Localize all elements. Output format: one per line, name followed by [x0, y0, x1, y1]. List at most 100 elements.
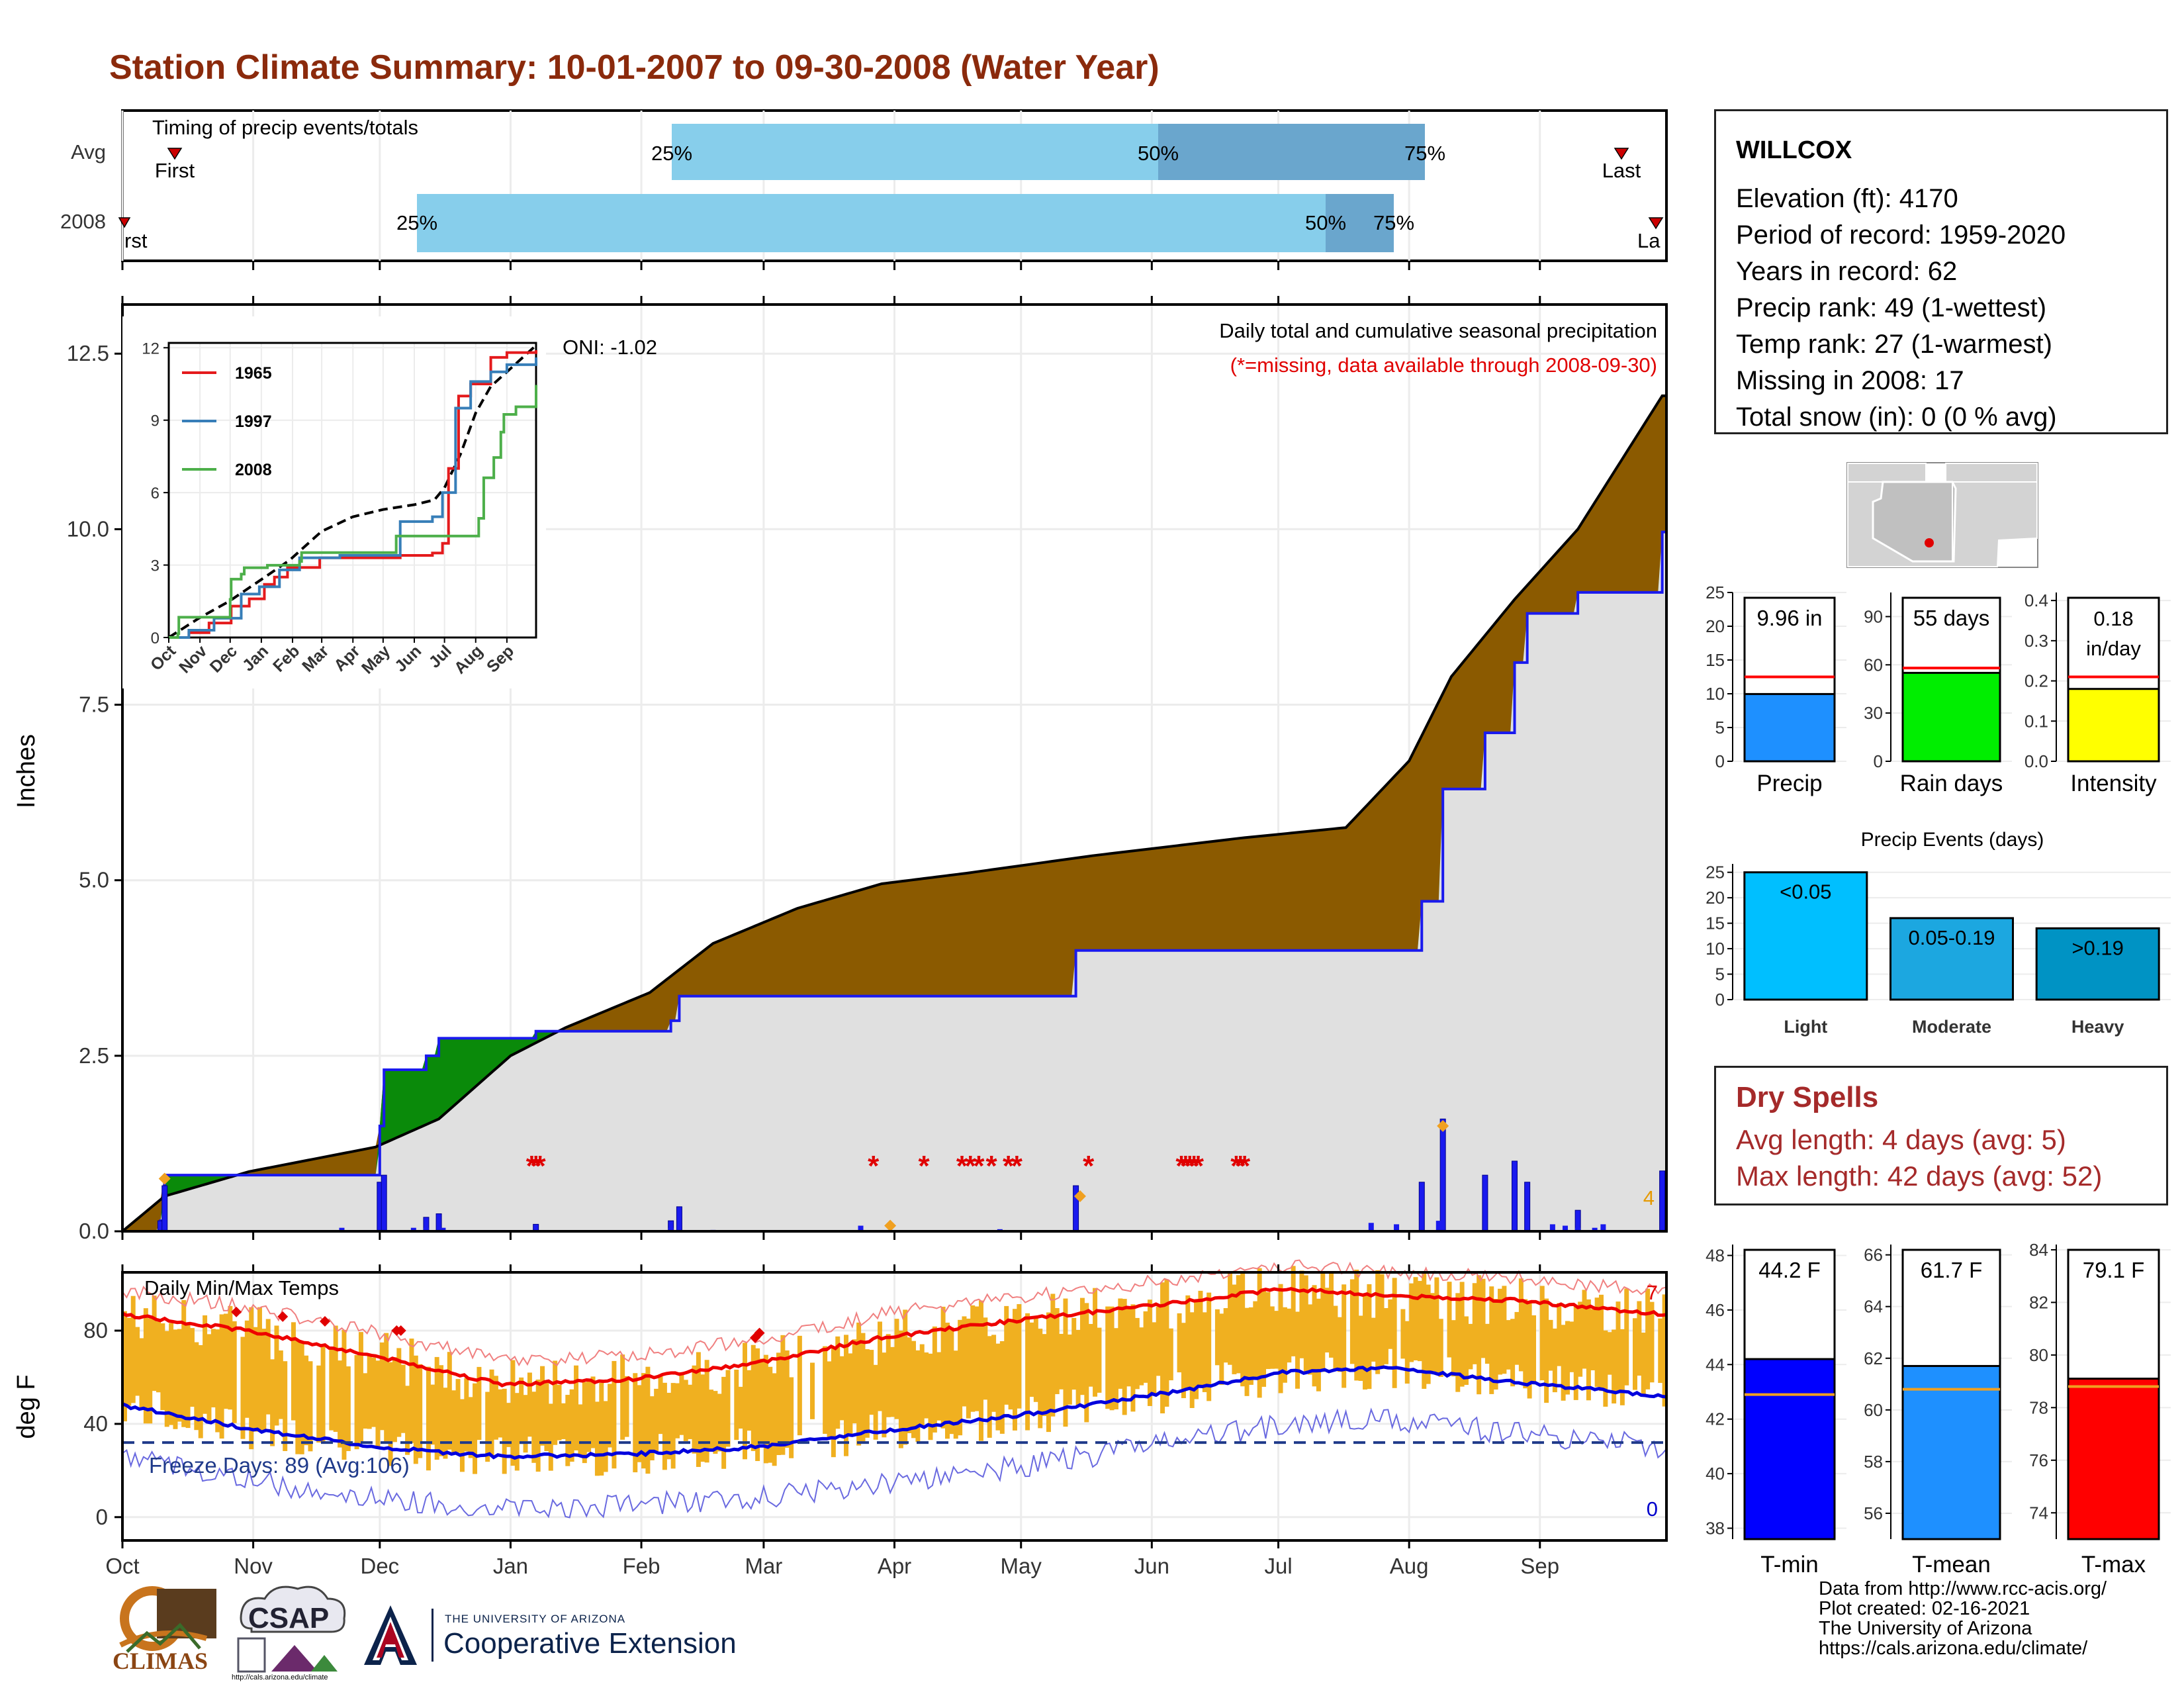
daily-precip-bar [1575, 1227, 1581, 1231]
daily-precip-bar [423, 1227, 429, 1231]
daily-temp-bar [759, 1358, 764, 1443]
daily-temp-bar [338, 1360, 343, 1448]
tmax-bar [2067, 1378, 2160, 1540]
daily-temp-bar [409, 1339, 414, 1443]
daily-temp-bar [586, 1380, 592, 1452]
page-title: Station Climate Summary: 10-01-2007 to 0… [109, 48, 1160, 87]
precip-events-title: Precip Events (days) [1861, 829, 2044, 851]
temp-count-hi: 7 [1647, 1281, 1658, 1304]
daily-temp-bar [1093, 1288, 1098, 1397]
month-label: May [1001, 1554, 1042, 1578]
daily-temp-bar [1291, 1266, 1296, 1356]
daily-temp-bar [1206, 1292, 1212, 1401]
missing-marker: * [965, 1150, 977, 1182]
daily-temp-bar [354, 1355, 359, 1450]
daily-temp-bar [1578, 1301, 1583, 1377]
daily-temp-bar [599, 1382, 604, 1476]
daily-temp-bar [721, 1376, 727, 1469]
daily-temp-bar [1113, 1328, 1118, 1410]
daily-temp-bar [890, 1346, 895, 1417]
daily-temp-bar [755, 1348, 760, 1462]
daily-temp-bar [772, 1373, 777, 1466]
events-bar-label: 0.05-0.19 [1909, 926, 1995, 949]
y2008-last-marker [1648, 217, 1664, 230]
daily-temp-bar [1232, 1284, 1237, 1374]
daily-temp-bar [1308, 1304, 1313, 1375]
daily-temp-bar [649, 1396, 655, 1460]
record-high-marker [754, 1327, 765, 1339]
daily-temp-bar [169, 1323, 174, 1425]
missing-marker: * [534, 1150, 546, 1182]
daily-temp-bar [1451, 1320, 1456, 1377]
tmax-ytick-label: 84 [2029, 1240, 2048, 1260]
daily-temp-bar [1455, 1293, 1461, 1392]
daily-temp-bar [1097, 1327, 1102, 1393]
daily-temp-bar [189, 1328, 195, 1407]
daily-temp-bar [717, 1393, 722, 1452]
ua-divider [432, 1609, 433, 1662]
month-label: Jan [493, 1554, 528, 1578]
station-elevation: Elevation (ft): 4170 [1736, 184, 1958, 213]
tmin-ytick-label: 40 [1706, 1464, 1725, 1484]
events-category-label: Heavy [2071, 1017, 2124, 1037]
daily-temp-bar [1375, 1270, 1381, 1374]
daily-temp-bar [1607, 1332, 1612, 1375]
daily-temp-bar [1008, 1319, 1013, 1410]
intensity-chart: 0.0 0.1 0.2 0.3 0.4 0.18 in/day Intensity [2025, 590, 2171, 796]
record-high-marker [395, 1325, 406, 1337]
missing-marker: * [1180, 1150, 1192, 1182]
inset-ytick-label: 9 [151, 412, 159, 430]
inset-1997-line [169, 357, 537, 639]
temp-panel: 0 40 80 deg F Daily Min/Max Temps Freeze D… [13, 1259, 1668, 1578]
record-min-line [122, 1407, 1667, 1519]
daily-precip-bar [676, 1206, 682, 1232]
y2008-p50: 50% [1305, 211, 1346, 234]
daily-temp-bar [122, 1311, 127, 1422]
daily-temp-bar [713, 1391, 718, 1454]
daily-temp-bar [426, 1366, 431, 1471]
daily-temp-bar [1417, 1280, 1422, 1362]
y2008-first-label: rst [124, 229, 148, 252]
precip-events-chart: Precip Events (days) 0 5 10 15 20 25 <0.05 Light… [1706, 829, 2171, 1037]
daily-temp-bar [1438, 1319, 1443, 1378]
inset-ytick-label: 0 [151, 630, 159, 647]
daily-temp-bar [363, 1373, 368, 1429]
inset-ytick-label: 12 [142, 340, 159, 357]
daily-temp-bar [747, 1370, 752, 1431]
daily-temp-bar [1333, 1305, 1338, 1370]
daily-temp-bar [1434, 1277, 1439, 1375]
events-ytick-label: 0 [1715, 990, 1725, 1010]
tmean-ytick-label: 58 [1864, 1452, 1883, 1472]
avg-max-line [121, 1287, 1667, 1388]
daily-temp-bar [506, 1403, 512, 1447]
daily-temp-bar [1177, 1313, 1182, 1373]
avg-first-marker [167, 148, 183, 160]
month-label: Jun [1134, 1554, 1169, 1578]
daily-temp-bar [194, 1342, 199, 1431]
daily-temp-bar [1484, 1323, 1490, 1364]
inset-legend-label: 1965 [235, 364, 272, 383]
daily-temp-bar [999, 1341, 1005, 1434]
daily-temp-bar [1189, 1312, 1195, 1408]
daily-temp-bar [1236, 1275, 1241, 1374]
daily-temp-bar [958, 1319, 963, 1436]
daily-temp-bar [780, 1335, 786, 1455]
daily-precip-bar [1439, 1118, 1446, 1232]
daily-temp-bar [1244, 1307, 1250, 1396]
daily-temp-bar [160, 1323, 165, 1411]
daily-temp-bar [590, 1376, 596, 1448]
raindays-value-label: 55 days [1913, 606, 1990, 630]
daily-temp-bar [304, 1355, 309, 1446]
avg-last-marker [1614, 148, 1629, 160]
ua-small-text: THE UNIVERSITY OF ARIZONA [445, 1613, 626, 1625]
month-label: Oct [105, 1554, 139, 1578]
ua-big-text: Cooperative Extension [443, 1627, 737, 1660]
daily-temp-bar [1544, 1298, 1549, 1403]
daily-temp-bar [1472, 1283, 1477, 1364]
daily-temp-bar [485, 1391, 490, 1462]
daily-temp-bar [477, 1366, 482, 1440]
temp-ytick-label: 0 [96, 1505, 108, 1529]
daily-temp-bar [789, 1377, 794, 1458]
tmean-label: T-mean [1912, 1552, 1991, 1578]
tmax-chart: 74 76 78 80 82 84 79.1 F T-max [2029, 1240, 2171, 1578]
